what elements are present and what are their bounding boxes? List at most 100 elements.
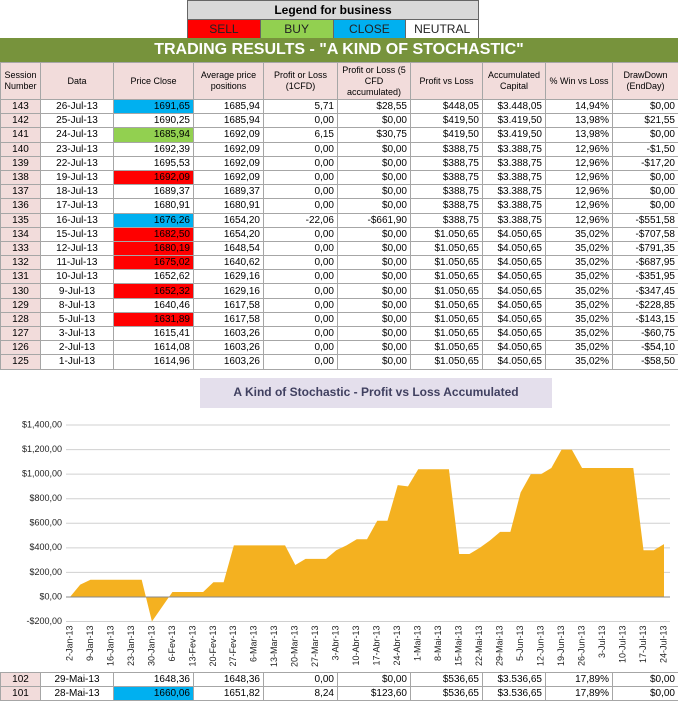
table-cell: $0,00 — [337, 141, 411, 157]
table-cell: 19-Jul-13 — [40, 169, 114, 186]
table-cell: 132 — [0, 255, 41, 271]
table-cell: -$228,85 — [612, 297, 678, 313]
table-cell: 14,94% — [545, 98, 613, 115]
table-cell: $123,60 — [337, 686, 411, 702]
table-cell: 0,00 — [263, 198, 338, 214]
table-cell: $0,00 — [337, 354, 411, 370]
y-tick-label: $600,00 — [29, 518, 62, 528]
table-cell: 2-Jul-13 — [40, 340, 114, 356]
legend-item: CLOSE — [333, 20, 407, 38]
table-cell: -$1,50 — [612, 141, 678, 157]
y-tick-label: -$200,00 — [26, 616, 62, 626]
y-tick-label: $1,400,00 — [22, 419, 62, 429]
area — [70, 449, 664, 622]
table-cell: 17-Jul-13 — [40, 198, 114, 214]
table-cell: 12,96% — [545, 184, 613, 200]
x-tick-label: 5-Jun-13 — [515, 626, 525, 662]
table-cell: 12,96% — [545, 169, 613, 186]
y-tick-label: $0,00 — [39, 591, 62, 601]
table-cell: $3.388,75 — [482, 155, 546, 171]
table-cell: $1.050,65 — [410, 325, 483, 342]
x-tick-label: 26-Jun-13 — [576, 626, 586, 667]
table-cell: 8-Jul-13 — [40, 297, 114, 313]
table-cell: 1689,37 — [113, 184, 194, 200]
x-tick-label: 12-Jun-13 — [535, 626, 545, 667]
table-cell: $1.050,65 — [410, 311, 483, 328]
table-cell: 126 — [0, 340, 41, 356]
x-tick-label: 22-Mai-13 — [474, 626, 484, 667]
table-cell: 134 — [0, 226, 41, 242]
x-tick-label: 13-Fev-13 — [187, 626, 197, 667]
table-cell: 0,00 — [263, 141, 338, 157]
table-cell: 12,96% — [545, 155, 613, 171]
table-cell: 125 — [0, 354, 41, 370]
x-tick-label: 10-Abr-13 — [351, 626, 361, 666]
table-row: 126 2-Jul-13 1614,08 1603,26 0,00 $0,00 $1.050… — [0, 340, 678, 356]
table-cell: 1603,26 — [193, 340, 264, 356]
column-header: Session Number — [0, 62, 41, 100]
table-cell: $1.050,65 — [410, 255, 483, 271]
table-cell: 0,00 — [263, 325, 338, 342]
table-cell: 133 — [0, 240, 41, 257]
table-cell: 1692,39 — [113, 141, 194, 157]
table-cell: 11-Jul-13 — [40, 255, 114, 271]
x-tick-label: 24-Jul-13 — [658, 626, 668, 664]
table-cell: 128 — [0, 311, 41, 328]
table-cell: $388,75 — [410, 169, 483, 186]
table-cell: -$143,15 — [612, 311, 678, 328]
table-cell: 0,00 — [263, 184, 338, 200]
chart-title: A Kind of Stochastic - Profit vs Loss Ac… — [233, 385, 518, 399]
table-cell: 1648,36 — [193, 671, 264, 688]
x-tick-label: 13-Mar-13 — [269, 626, 279, 668]
y-tick-label: $1,200,00 — [22, 444, 62, 454]
table-cell: $30,75 — [337, 127, 411, 143]
x-tick-label: 24-Abr-13 — [392, 626, 402, 666]
table-cell: $419,50 — [410, 127, 483, 143]
x-tick-label: 8-Mai-13 — [433, 626, 443, 662]
table-cell: 5-Jul-13 — [40, 311, 114, 328]
table-cell: 0,00 — [263, 340, 338, 356]
x-tick-label: 30-Jan-13 — [146, 626, 156, 667]
table-cell: 0,00 — [263, 169, 338, 186]
table-cell: 24-Jul-13 — [40, 127, 114, 143]
table-cell: 1-Jul-13 — [40, 354, 114, 370]
table-cell: $3.388,75 — [482, 184, 546, 200]
table-cell: $0,00 — [337, 240, 411, 257]
table-cell: 35,02% — [545, 283, 613, 299]
table-cell: 35,02% — [545, 297, 613, 313]
table-cell: 12,96% — [545, 141, 613, 157]
table-cell: 35,02% — [545, 311, 613, 328]
table-cell: 26-Jul-13 — [40, 98, 114, 115]
table-row: 127 3-Jul-13 1615,41 1603,26 0,00 $0,00 $1.050… — [0, 325, 678, 342]
table-row: 128 5-Jul-13 1631,89 1617,58 0,00 $0,00 $1.050… — [0, 311, 678, 328]
table-row: 142 25-Jul-13 1690,25 1685,94 0,00 $0,00 $419,… — [0, 113, 678, 129]
table-cell: $388,75 — [410, 184, 483, 200]
column-header: Accumulated Capital — [482, 62, 546, 100]
table-cell: 0,00 — [263, 255, 338, 271]
table-row: 129 8-Jul-13 1640,46 1617,58 0,00 $0,00 $1.050… — [0, 297, 678, 313]
table-cell: 10-Jul-13 — [40, 269, 114, 285]
table-cell: $1.050,65 — [410, 297, 483, 313]
x-tick-label: 23-Jan-13 — [126, 626, 136, 667]
table-cell: 1692,09 — [193, 127, 264, 143]
x-tick-label: 15-Mai-13 — [454, 626, 464, 667]
table-cell: 1651,82 — [193, 686, 264, 702]
table-row: 140 23-Jul-13 1692,39 1692,09 0,00 $0,00 $388,… — [0, 141, 678, 157]
table-cell: $3.388,75 — [482, 212, 546, 228]
table-cell: 35,02% — [545, 240, 613, 257]
table-cell: 8,24 — [263, 686, 338, 702]
table-cell: $0,00 — [337, 340, 411, 356]
table-cell: $0,00 — [612, 184, 678, 200]
table-cell: 23-Jul-13 — [40, 141, 114, 157]
table-cell: $0,00 — [337, 283, 411, 299]
table-cell: 1682,50 — [113, 226, 194, 242]
table-cell: $4.050,65 — [482, 297, 546, 313]
table-cell: 1676,26 — [113, 212, 194, 228]
table-cell: 35,02% — [545, 340, 613, 356]
column-header: Price Close — [113, 62, 194, 100]
x-tick-label: 3-Abr-13 — [331, 626, 341, 661]
table-cell: 1631,89 — [113, 311, 194, 328]
x-tick-label: 27-Mar-13 — [310, 626, 320, 668]
table-cell: $4.050,65 — [482, 311, 546, 328]
table-cell: 143 — [0, 98, 41, 115]
